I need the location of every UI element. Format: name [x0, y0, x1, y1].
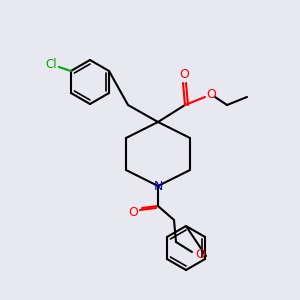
Text: N: N [153, 179, 163, 193]
Text: O: O [179, 68, 189, 82]
Text: O: O [128, 206, 138, 220]
Text: Cl: Cl [45, 58, 57, 70]
Text: O: O [206, 88, 216, 101]
Text: O: O [195, 248, 205, 260]
